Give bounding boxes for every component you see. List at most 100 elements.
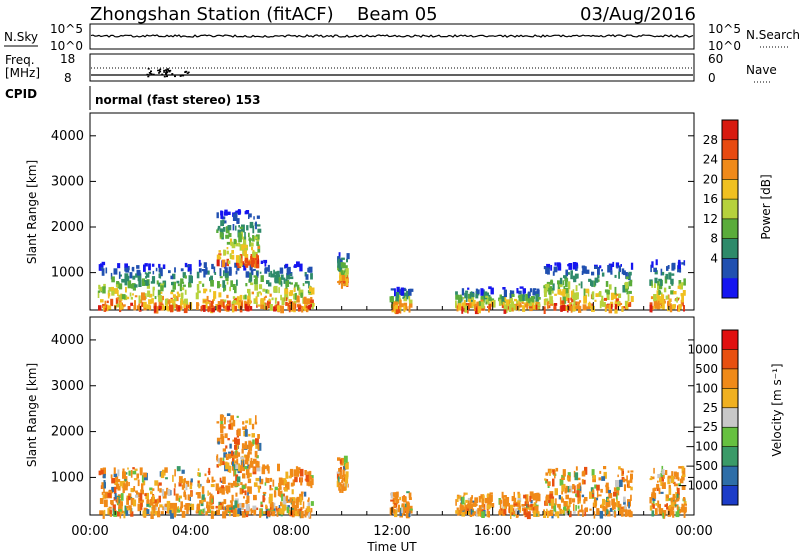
power-echo-cell <box>518 290 522 295</box>
power-echo-cell <box>529 301 532 310</box>
velocity-echo-cell <box>255 415 257 423</box>
power-echo-cell <box>585 269 590 274</box>
velocity-echo-cell <box>154 499 159 507</box>
power-echo-cell <box>210 300 214 307</box>
velocity-echo-cell <box>248 444 253 451</box>
velocity-echo-cell <box>99 510 104 515</box>
power-echo-cell <box>394 306 396 314</box>
velocity-echo-cell <box>652 498 656 502</box>
power-echo-cell <box>270 273 274 278</box>
power-echo-cell <box>223 227 226 232</box>
power-echo-cell <box>550 265 553 271</box>
power-echo-cell <box>389 298 393 303</box>
power-echo-cell <box>247 288 251 294</box>
velocity-echo-cell <box>517 502 521 507</box>
power-echo-cell <box>464 305 468 313</box>
velocity-echo-cell <box>271 511 276 517</box>
power-echo-cell <box>665 295 669 300</box>
velocity-echo-cell <box>221 501 224 507</box>
power-echo-cell <box>285 263 289 269</box>
power-echo-cell <box>535 304 538 310</box>
velocity-echo-cell <box>170 510 174 519</box>
power-echo-cell <box>226 300 231 307</box>
power-echo-cell <box>576 301 580 304</box>
velocity-echo-cell <box>256 466 261 472</box>
velocity-echo-cell <box>501 510 504 514</box>
velocity-echo-cell <box>624 504 627 510</box>
velocity-echo-cell <box>234 444 237 450</box>
power-echo-cell <box>302 283 305 287</box>
power-echo-cell <box>471 296 475 300</box>
power-echo-cell <box>578 305 582 313</box>
velocity-echo-cell <box>235 492 238 497</box>
velocity-echo-cell <box>272 479 275 487</box>
velocity-echo-cell <box>658 487 661 495</box>
colorbar-tick-label: −100 <box>685 440 718 454</box>
velocity-echo-cell <box>619 503 622 511</box>
power-echo-cell <box>624 300 629 308</box>
power-echo-cell <box>180 268 184 272</box>
velocity-echo-cell <box>246 472 250 479</box>
power-echo-cell <box>154 296 157 300</box>
velocity-echo-cell <box>616 485 620 491</box>
colorbar-tick-label: 25 <box>703 401 718 415</box>
power-echo-cell <box>203 304 206 312</box>
power-echo-cell <box>543 266 547 270</box>
power-echo-cell <box>100 263 104 268</box>
velocity-echo-cell <box>209 496 213 504</box>
velocity-ytick-label: 2000 <box>51 425 84 440</box>
velocity-echo-cell <box>216 464 219 468</box>
velocity-echo-cell <box>651 510 655 517</box>
power-echo-cell <box>234 286 237 294</box>
velocity-echo-cell <box>114 493 117 500</box>
velocity-echo-cell <box>651 476 655 480</box>
velocity-echo-cell <box>104 491 109 499</box>
power-echo-cell <box>557 263 562 271</box>
velocity-echo-cell <box>607 500 611 507</box>
power-echo-cell <box>614 300 619 308</box>
power-echo-cell <box>252 235 255 242</box>
velocity-echo-cell <box>269 477 273 482</box>
power-echo-cell <box>274 271 277 274</box>
power-echo-cell <box>244 257 249 263</box>
power-echo-cell <box>545 267 549 274</box>
colorbar-tick-label: 4 <box>710 251 718 265</box>
power-echo-cell <box>482 298 485 304</box>
velocity-echo-cell <box>154 506 158 510</box>
power-echo-cell <box>189 275 192 279</box>
velocity-echo-cell <box>173 488 176 496</box>
velocity-echo-cell <box>533 510 537 517</box>
velocity-echo-cell <box>652 504 655 509</box>
velocity-echo-cell <box>517 493 521 502</box>
velocity-echo-cell <box>222 511 227 519</box>
velocity-echo-cell <box>257 434 260 439</box>
velocity-echo-cell <box>223 417 226 425</box>
power-echo-cell <box>217 225 221 229</box>
power-echo-cell <box>219 284 222 287</box>
freq-label: Freq. <box>5 53 35 67</box>
velocity-echo-cell <box>340 483 343 487</box>
velocity-echo-cell <box>344 476 349 484</box>
velocity-echo-cell <box>187 494 190 500</box>
power-echo-cell <box>219 268 222 277</box>
power-echo-cell <box>104 300 107 308</box>
velocity-echo-cell <box>655 503 658 506</box>
power-echo-cell <box>473 304 476 312</box>
velocity-echo-cell <box>229 422 234 430</box>
velocity-echo-cell <box>564 508 569 511</box>
freq-blip <box>187 71 190 74</box>
velocity-echo-cell <box>409 508 413 511</box>
velocity-echo-cell <box>309 470 312 477</box>
power-echo-cell <box>294 264 297 268</box>
power-echo-cell <box>119 302 123 310</box>
velocity-echo-cell <box>622 506 626 512</box>
power-echo-cell <box>250 260 255 268</box>
power-echo-cell <box>240 258 243 264</box>
velocity-echo-cell <box>255 461 260 468</box>
velocity-echo-cell <box>563 501 567 507</box>
power-echo-cell <box>552 271 555 276</box>
power-echo-cell <box>166 303 168 311</box>
velocity-echo-cell <box>650 476 652 480</box>
freq-blip <box>148 74 151 76</box>
power-echo-cell <box>195 292 199 300</box>
